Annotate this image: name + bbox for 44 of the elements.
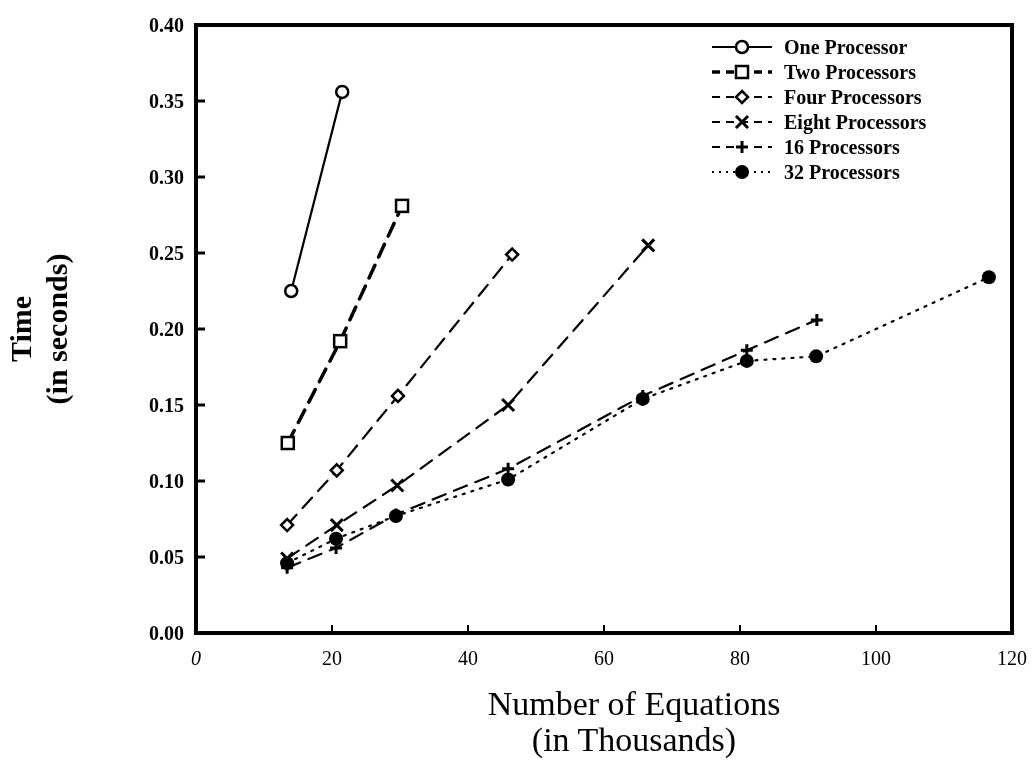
x-axis-title: Number of Equations (in Thousands) [487,685,781,759]
legend-label: 16 Processors [784,136,900,158]
x-tick-label: 80 [730,647,750,669]
x-tick-label: 0 [191,647,201,669]
point [501,472,516,487]
y-axis-title: Time (in seconds) [4,253,74,405]
point [390,388,406,404]
y-tick-label: 0.25 [149,242,184,264]
point [981,270,996,285]
point [329,517,345,533]
point [809,349,824,364]
x-tick-label: 100 [861,647,891,669]
legend-label: Four Processors [784,86,922,108]
point [640,237,656,253]
point [329,531,344,546]
point [279,551,295,567]
legend-label: Two Processors [784,61,917,83]
point [504,247,520,262]
y-tick-label: 0.30 [149,166,184,188]
point [279,517,295,533]
point [394,198,410,214]
point [809,312,825,328]
point [283,283,299,299]
y-tick-label: 0.00 [149,622,184,644]
y-tick-label: 0.40 [149,14,184,36]
point [334,84,350,100]
x-tick-label: 40 [458,647,478,669]
legend-label: One Processor [784,36,908,58]
point [389,478,405,494]
legend-label: 32 Processors [784,161,900,183]
x-tick-label: 20 [322,647,342,669]
y-tick-label: 0.35 [149,90,184,112]
y-tick-label: 0.20 [149,318,184,340]
y-tick-label: 0.05 [149,546,184,568]
point [500,397,516,413]
x-tick-label: 60 [594,647,614,669]
point [280,435,296,451]
x-tick-label: 120 [997,647,1027,669]
y-tick-label: 0.10 [149,470,184,492]
point [332,333,348,349]
legend-label: Eight Processors [784,111,927,134]
y-tick-label: 0.15 [149,394,184,416]
point [739,353,754,368]
point [329,463,345,478]
